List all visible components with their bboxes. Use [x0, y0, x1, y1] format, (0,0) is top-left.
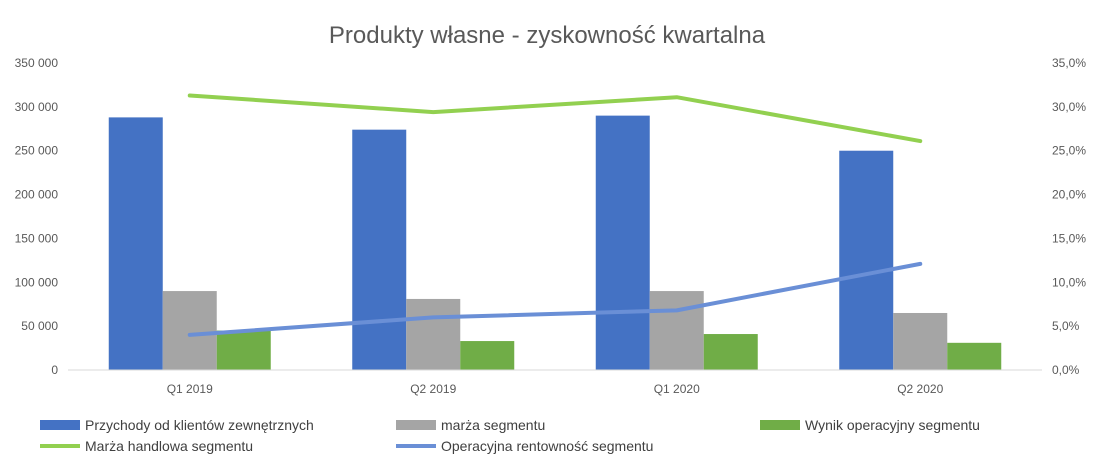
bar-mark [162, 291, 217, 370]
legend-swatch [396, 420, 436, 430]
legend-swatch [40, 420, 80, 430]
series-line [187, 93, 923, 144]
left-axis-tick-label: 100 000 [15, 275, 59, 289]
bar-mark [649, 291, 704, 370]
left-axis-tick-label: 350 000 [15, 56, 59, 70]
category-axis: Q1 2019 Q2 2019 Q1 2020 Q2 2020 [167, 382, 944, 396]
left-axis-tick-label: 250 000 [15, 144, 59, 158]
legend-label: marża segmentu [441, 417, 545, 433]
bars [108, 115, 1002, 370]
legend-label: Przychody od klientów zewnętrznych [85, 417, 314, 433]
chart-title: Produkty własne - zyskowność kwartalna [329, 22, 766, 49]
legend-swatch [760, 420, 800, 430]
left-axis: 0 50 000 100 000 150 000 200 000 250 000 300 0… [15, 56, 59, 377]
right-axis-tick-label: 15,0% [1052, 231, 1086, 245]
legend-label: Operacyjna rentowność segmentu [441, 438, 653, 454]
right-axis-tick-label: 10,0% [1052, 275, 1086, 289]
lines [187, 93, 923, 337]
right-axis-tick-label: 30,0% [1052, 100, 1086, 114]
right-axis-tick-label: 0,0% [1052, 363, 1080, 377]
category-tick-label: Q1 2020 [654, 382, 700, 396]
legend-label: Marża handlowa segmentu [85, 438, 253, 454]
right-axis: 0,0% 5,0% 10,0% 15,0% 20,0% 25,0% 30,0% 35,0% [1052, 56, 1086, 377]
right-axis-tick-label: 20,0% [1052, 188, 1086, 202]
series-line [187, 261, 923, 337]
left-axis-tick-label: 300 000 [15, 100, 59, 114]
category-tick-label: Q1 2019 [167, 382, 213, 396]
left-axis-tick-label: 0 [51, 363, 58, 377]
left-axis-tick-label: 50 000 [21, 319, 58, 333]
bar-mark [406, 298, 461, 370]
right-axis-tick-label: 25,0% [1052, 144, 1086, 158]
bar-mark [839, 150, 894, 370]
bar-mark [703, 334, 758, 370]
bar-mark [460, 341, 515, 370]
legend-label: Wynik operacyjny segmentu [805, 417, 980, 433]
right-axis-tick-label: 5,0% [1052, 319, 1080, 333]
category-tick-label: Q2 2019 [410, 382, 456, 396]
bar-mark [108, 117, 163, 370]
bar-mark [947, 342, 1002, 370]
bar-mark [893, 312, 948, 370]
bar-mark [216, 330, 271, 370]
bar-mark [595, 115, 650, 370]
right-axis-tick-label: 35,0% [1052, 56, 1086, 70]
legend: Przychody od klientów zewnętrznych marża … [40, 417, 980, 454]
category-tick-label: Q2 2020 [897, 382, 943, 396]
left-axis-tick-label: 150 000 [15, 231, 59, 245]
bar-mark [352, 129, 407, 370]
left-axis-tick-label: 200 000 [15, 188, 59, 202]
